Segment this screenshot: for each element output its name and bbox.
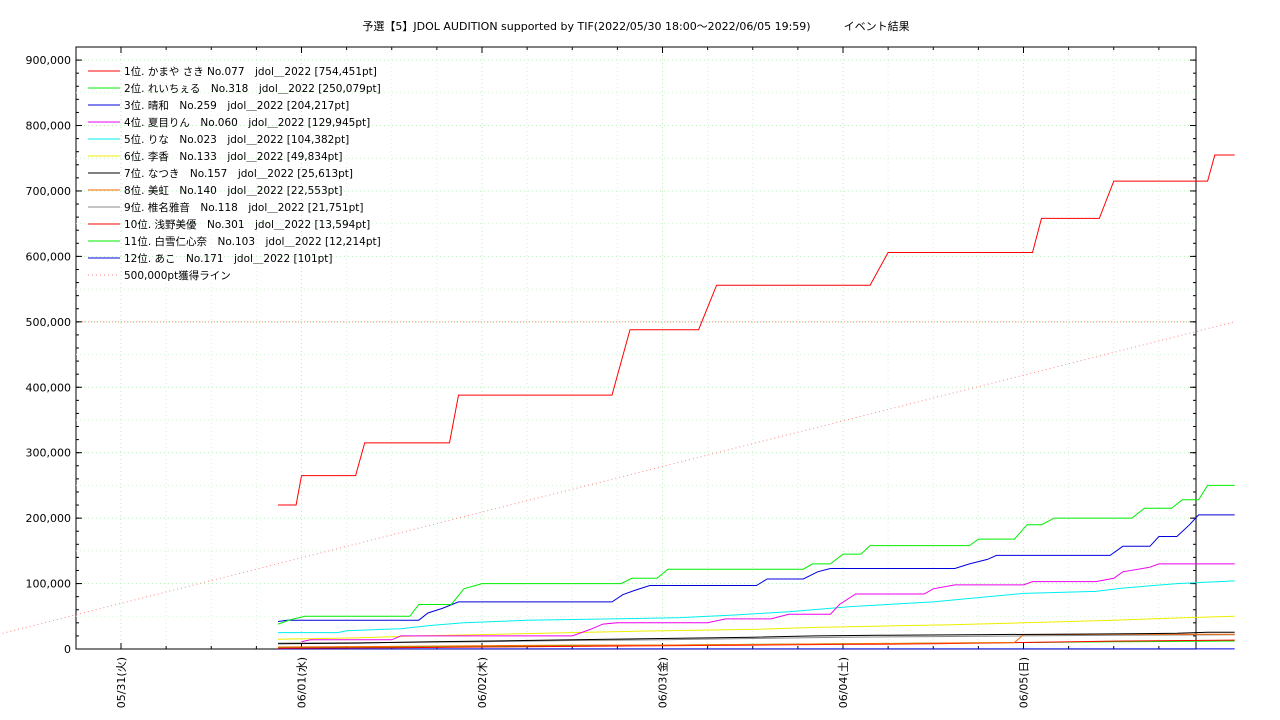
- x-tick-label: 06/05(日): [1018, 657, 1031, 708]
- legend-entry: 7位. なつき No.157 jdol＿2022 [25,613pt]: [124, 167, 353, 180]
- series-line: [277, 634, 1235, 644]
- series-line: [301, 563, 1235, 643]
- x-tick-label: 06/02(木): [476, 657, 489, 708]
- y-tick-label: 300,000: [26, 447, 72, 460]
- x-tick-label: 06/01(水): [296, 657, 309, 708]
- series-line: [278, 154, 1235, 506]
- legend-entry: 9位. 椎名雅音 No.118 jdol＿2022 [21,751pt]: [124, 201, 364, 214]
- y-tick-label: 500,000: [26, 316, 72, 329]
- legend-entry: 6位. 李香 No.133 jdol＿2022 [49,834pt]: [124, 150, 343, 163]
- y-tick-label: 700,000: [26, 185, 72, 198]
- series-line: [278, 580, 1235, 634]
- legend-entry: 12位. あこ No.171 jdol＿2022 [101pt]: [124, 252, 333, 265]
- legend-entry: 8位. 美虹 No.140 jdol＿2022 [22,553pt]: [124, 184, 343, 197]
- y-tick-label: 400,000: [26, 381, 72, 394]
- series-line: [277, 514, 1235, 622]
- legend-entry: 11位. 白雪仁心奈 No.103 jdol＿2022 [12,214pt]: [124, 235, 381, 248]
- legend-entry: 500,000pt獲得ライン: [124, 269, 231, 282]
- y-tick-label: 200,000: [26, 512, 72, 525]
- x-tick-label: 06/04(土): [837, 657, 850, 708]
- legend: 1位. かまや さき No.077 jdol＿2022 [754,451pt] 2…: [88, 65, 381, 282]
- legend-entry: 3位. 晴和 No.259 jdol＿2022 [204,217pt]: [124, 99, 349, 112]
- y-tick-label: 900,000: [26, 54, 72, 67]
- y-tick-label: 0: [64, 643, 71, 656]
- legend-entry: 1位. かまや さき No.077 jdol＿2022 [754,451pt]: [124, 65, 377, 78]
- legend-entry: 10位. 浅野美優 No.301 jdol＿2022 [13,594pt]: [124, 218, 370, 231]
- series-line: [277, 639, 1235, 649]
- y-axis: 0 100,000 200,000 300,000 400,000 500,000 600,…: [26, 46, 1196, 656]
- series-line: [277, 484, 1235, 625]
- x-axis: 05/31(火) 06/01(水) 06/02(木) 06/03(金) 06/04(土)…: [115, 47, 1160, 708]
- chart-title: 予選【5】JDOL AUDITION supported by TIF(2022…: [362, 19, 909, 33]
- x-tick-label: 06/03(金): [656, 657, 670, 708]
- y-tick-label: 600,000: [26, 250, 72, 263]
- series-line: [0, 321, 1235, 635]
- legend-entry: 2位. れいちぇる No.318 jdol＿2022 [250,079pt]: [124, 82, 381, 95]
- legend-entry: 5位. りな No.023 jdol＿2022 [104,382pt]: [124, 133, 349, 146]
- grid: [76, 47, 1196, 649]
- series-lines: [0, 154, 1235, 650]
- legend-entry: 4位. 夏目りん No.060 jdol＿2022 [129,945pt]: [124, 116, 370, 129]
- y-tick-label: 100,000: [26, 578, 72, 591]
- series-line: [277, 631, 1235, 645]
- x-tick-label: 05/31(火): [115, 657, 128, 708]
- y-tick-label: 800,000: [26, 120, 72, 133]
